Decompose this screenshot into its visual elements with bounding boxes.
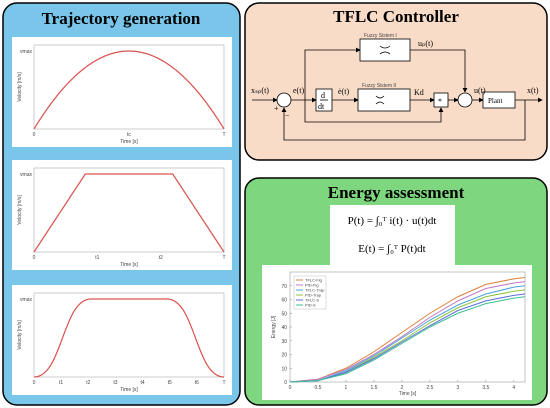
sign: − <box>285 111 290 120</box>
x-tick-label: 0 <box>33 380 36 386</box>
x-tick-label: 0.5 <box>314 385 321 391</box>
x-tick-label: T <box>222 132 225 138</box>
legend-label: TFLC-Fig <box>305 278 322 283</box>
x-tick-label: 0 <box>289 385 292 391</box>
panel-title: Energy assessment <box>328 183 465 202</box>
x-tick-label: t6 <box>195 380 199 386</box>
plot-frame <box>33 167 225 253</box>
energy-line <box>289 277 526 383</box>
label: dt <box>318 102 325 111</box>
x-axis-label: Time [s] <box>120 262 138 268</box>
label: Plant <box>488 97 502 105</box>
trajectory-curve <box>33 298 225 378</box>
y-tick-label: vmax <box>20 297 32 303</box>
y-tick-label: 10 <box>281 366 287 372</box>
x-axis-label: Time [s] <box>120 387 138 393</box>
trajectory-curve <box>33 50 225 130</box>
x-axis-label: Time [s] <box>120 139 138 145</box>
energy-line <box>289 296 526 383</box>
x-tick-label: 1 <box>345 385 348 391</box>
panel-title: TFLC Controller <box>333 7 459 26</box>
x-tick-label: 0 <box>33 255 36 261</box>
y-tick-label: 20 <box>281 353 287 359</box>
label: ė(t) <box>338 87 349 96</box>
x-tick-label: T <box>222 255 225 261</box>
y-tick-label: 50 <box>281 311 287 317</box>
equation-box <box>330 205 455 265</box>
y-tick-label: vmax <box>20 172 32 178</box>
x-tick-label: 0 <box>33 132 36 138</box>
x-tick-label: t1 <box>95 255 99 261</box>
energy-line <box>289 281 526 383</box>
label: * <box>438 97 442 106</box>
x-tick-label: 1.5 <box>370 385 377 391</box>
legend-label: PID-S <box>305 303 316 308</box>
legend-box <box>293 275 327 310</box>
x-tick-label: 3 <box>456 385 459 391</box>
x-tick-label: tc <box>127 132 131 138</box>
x-tick-label: t2 <box>159 255 163 261</box>
plot-box <box>12 37 232 147</box>
equation: E(t) = ∫₀ᵀ P(t)dt <box>358 243 425 255</box>
diagram-labels: xₛₚ(t) e(t) d dt ė(t) Fuzzy Sistem II Fu… <box>251 33 539 120</box>
x-tick-label: T <box>222 380 225 386</box>
y-axis-label: Velocity [m/s] <box>17 320 23 350</box>
label: uₚ(t) <box>418 39 433 48</box>
block-diagram <box>252 38 543 141</box>
x-tick-label: 4 <box>512 385 515 391</box>
label: xₛₚ(t) <box>251 86 269 95</box>
label: Fuzzy Sistem II <box>362 83 396 89</box>
y-axis-label: Energy [J] <box>271 315 277 338</box>
label: x(t) <box>527 86 539 95</box>
y-axis-label: Velocity [m/s] <box>17 195 23 225</box>
label: Fuzzy Sistem I <box>364 33 397 39</box>
controller-panel <box>244 2 548 161</box>
label: e(t) <box>293 86 304 95</box>
x-tick-label: t5 <box>168 380 172 386</box>
x-tick-label: t4 <box>140 380 144 386</box>
y-tick-label: 30 <box>281 339 287 345</box>
y-tick-label: 40 <box>281 325 287 331</box>
label: u(t) <box>474 86 486 95</box>
energy-line <box>289 293 526 383</box>
x-axis-label: Time [s] <box>399 391 417 397</box>
x-tick-label: t1 <box>59 380 63 386</box>
label: d <box>321 91 325 100</box>
sign: + <box>274 104 279 113</box>
y-tick-label: 70 <box>281 284 287 290</box>
x-tick-label: t3 <box>113 380 117 386</box>
panel-title: Trajectory generation <box>42 9 201 28</box>
y-tick-label: 60 <box>281 298 287 304</box>
y-tick-label: 0 <box>284 380 287 386</box>
plot-frame <box>33 292 225 378</box>
energy-line <box>289 285 526 383</box>
legend-label: TFLC-Trap <box>305 288 325 293</box>
equation: P(t) = ∫₀ᵀ i(t) · u(t)dt <box>348 215 437 227</box>
plot-box <box>12 285 232 395</box>
y-axis-label: Velocity [m/s] <box>17 72 23 102</box>
x-tick-label: 2 <box>401 385 404 391</box>
plot-box <box>12 160 232 270</box>
y-tick-label: vmax <box>20 49 32 55</box>
label: Kd <box>414 88 424 97</box>
x-tick-label: t2 <box>86 380 90 386</box>
x-tick-label: 3.5 <box>482 385 489 391</box>
legend-label: PID-Trap <box>305 293 322 298</box>
legend-label: TFLC-S <box>305 298 319 303</box>
legend-label: PID-Fig <box>305 283 319 288</box>
x-tick-label: 2.5 <box>426 385 433 391</box>
plot-frame <box>33 44 225 130</box>
trajectory-curve <box>33 173 225 253</box>
